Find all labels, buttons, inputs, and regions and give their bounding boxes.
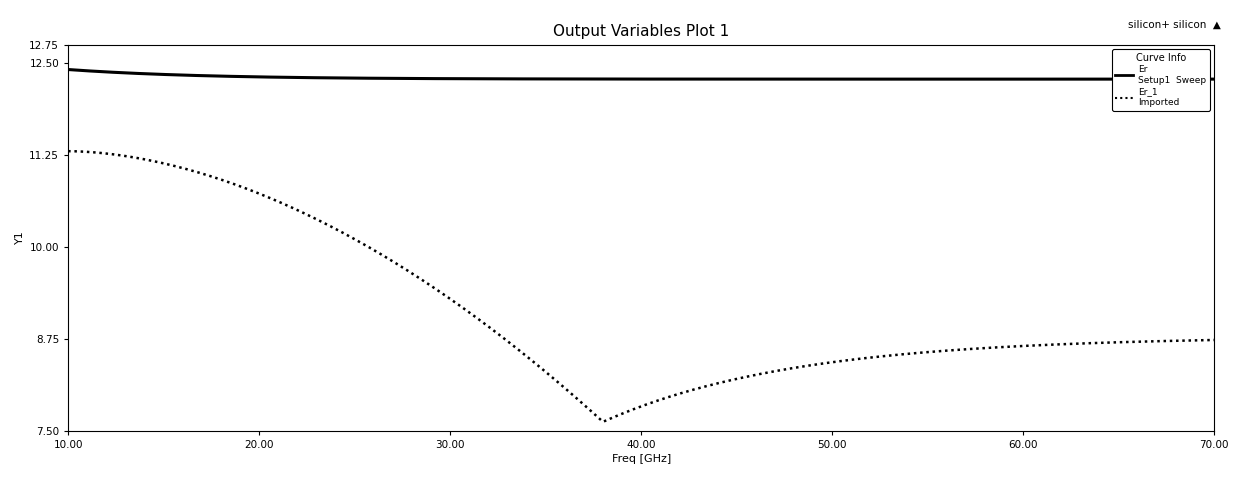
Title: Output Variables Plot 1: Output Variables Plot 1: [553, 24, 730, 39]
Text: silicon+ silicon  ▲: silicon+ silicon ▲: [1127, 20, 1220, 30]
X-axis label: Freq [GHz]: Freq [GHz]: [612, 454, 670, 464]
Legend: Er
Setup1  Sweep, Er_1
Imported: Er Setup1 Sweep, Er_1 Imported: [1111, 49, 1209, 110]
Y-axis label: Y1: Y1: [15, 231, 25, 245]
